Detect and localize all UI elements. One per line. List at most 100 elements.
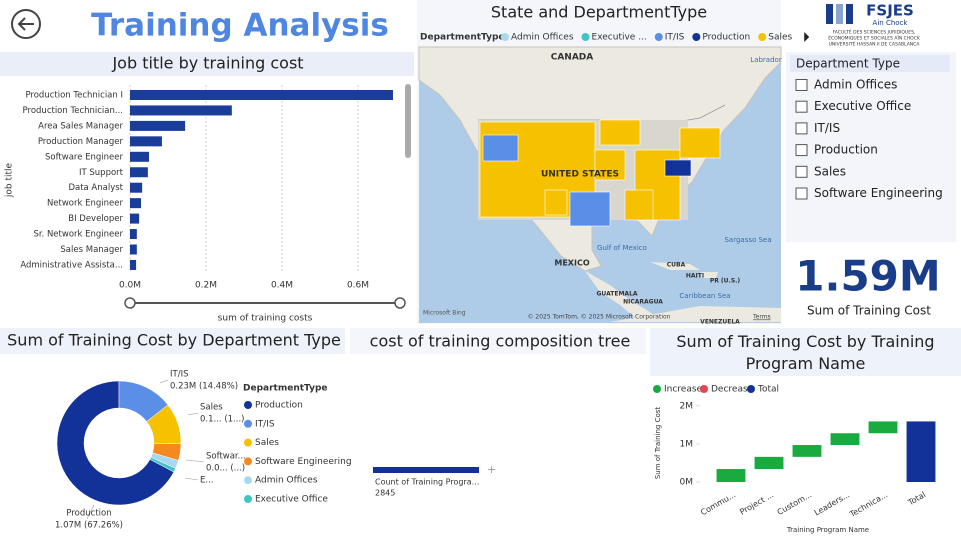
map-label: CANADA bbox=[551, 53, 594, 63]
checkbox[interactable] bbox=[795, 144, 808, 157]
legend-label[interactable]: IT/IS bbox=[665, 33, 685, 43]
bar[interactable] bbox=[130, 244, 137, 255]
back-button[interactable] bbox=[11, 9, 41, 39]
legend-label[interactable]: IT/IS bbox=[255, 419, 275, 429]
back-arrow[interactable] bbox=[17, 17, 34, 31]
legend-title: DepartmentType bbox=[243, 384, 328, 394]
legend-marker[interactable] bbox=[244, 495, 252, 503]
legend-marker[interactable] bbox=[700, 385, 708, 393]
bar[interactable] bbox=[130, 198, 142, 209]
bar[interactable] bbox=[130, 90, 393, 100]
waterfall-bar[interactable] bbox=[716, 469, 746, 482]
logo-campus: Ain Chock bbox=[873, 19, 909, 27]
legend-label[interactable]: Sales bbox=[768, 33, 792, 43]
legend-marker[interactable] bbox=[244, 401, 252, 409]
map-state[interactable] bbox=[624, 189, 654, 221]
donut-slice[interactable] bbox=[149, 456, 176, 473]
legend-marker[interactable] bbox=[581, 33, 590, 41]
legend-label[interactable]: Production bbox=[255, 401, 303, 411]
legend-marker[interactable] bbox=[244, 438, 252, 447]
legend-label[interactable]: Admin Offices bbox=[511, 33, 574, 43]
legend-label[interactable]: Executive Office bbox=[255, 495, 328, 505]
slicer-item[interactable]: Production bbox=[814, 143, 878, 157]
logo-name: FSJES bbox=[866, 2, 914, 20]
map-brand: Microsoft Bing bbox=[423, 310, 466, 317]
slicer-panel bbox=[786, 52, 956, 242]
legend-label[interactable]: Sales bbox=[255, 438, 279, 448]
chart-title: Sum of Training Cost by Department Type bbox=[7, 331, 341, 350]
slicer-item[interactable]: Software Engineering bbox=[814, 186, 943, 200]
legend-marker[interactable] bbox=[244, 419, 252, 428]
waterfall-bar[interactable] bbox=[868, 421, 898, 434]
tree-node-bar[interactable] bbox=[373, 467, 479, 473]
checkbox[interactable] bbox=[795, 79, 808, 91]
legend-label[interactable]: Production bbox=[702, 33, 750, 43]
legend-label[interactable]: Total bbox=[757, 385, 779, 395]
legend-marker[interactable] bbox=[758, 33, 767, 41]
leader-line bbox=[159, 379, 169, 384]
panel-header bbox=[650, 328, 961, 376]
legend-label[interactable]: Admin Offices bbox=[255, 476, 318, 486]
bar[interactable] bbox=[130, 182, 143, 193]
waterfall-bar[interactable] bbox=[792, 445, 822, 457]
waterfall-bar[interactable] bbox=[754, 456, 784, 470]
legend-next[interactable] bbox=[804, 32, 810, 42]
map-state[interactable] bbox=[664, 159, 692, 177]
tree-node-label: Count of Training Progra... bbox=[375, 478, 479, 487]
x-tick-label: Custom... bbox=[776, 490, 814, 517]
bar[interactable] bbox=[130, 167, 148, 178]
legend-label[interactable]: Executive ... bbox=[592, 33, 647, 43]
bar[interactable] bbox=[130, 136, 162, 147]
bar[interactable] bbox=[130, 213, 140, 224]
legend-marker[interactable] bbox=[692, 33, 701, 41]
bar[interactable] bbox=[130, 151, 149, 162]
bar[interactable] bbox=[130, 120, 186, 131]
slicer-item[interactable]: Admin Offices bbox=[814, 78, 897, 92]
map-state[interactable] bbox=[679, 127, 721, 159]
zoom-handle[interactable] bbox=[124, 297, 136, 309]
map-state[interactable] bbox=[482, 134, 519, 162]
zoom-handle[interactable] bbox=[394, 297, 406, 309]
map-attribution: © 2025 TomTom, © 2025 Microsoft Corporat… bbox=[528, 314, 671, 321]
tree-expand[interactable]: + bbox=[487, 463, 496, 476]
legend-marker[interactable] bbox=[501, 33, 509, 41]
back-circle[interactable] bbox=[11, 9, 41, 39]
checkbox[interactable] bbox=[795, 100, 808, 113]
checkbox[interactable] bbox=[795, 187, 808, 200]
map-label: HAITI bbox=[686, 273, 704, 280]
slicer-title: Department Type bbox=[796, 57, 900, 71]
scrollbar[interactable] bbox=[405, 84, 411, 158]
y-tick-label: Sr. Network Engineer bbox=[33, 230, 123, 240]
map-state[interactable] bbox=[544, 189, 568, 216]
panel-header bbox=[350, 328, 646, 354]
checkbox[interactable] bbox=[795, 122, 808, 135]
legend-marker[interactable] bbox=[653, 385, 661, 393]
legend-label[interactable]: Software Engineering bbox=[255, 457, 352, 467]
data-label-name: Production bbox=[66, 509, 111, 519]
map-label: CUBA bbox=[667, 262, 686, 269]
legend-label[interactable]: Increase bbox=[664, 385, 703, 395]
data-label-name: IT/IS bbox=[170, 370, 188, 380]
y-tick-label: Production Technician... bbox=[23, 106, 123, 116]
map-label: VENEZUELA bbox=[700, 319, 740, 326]
map-state[interactable] bbox=[599, 119, 641, 146]
legend-marker[interactable] bbox=[244, 457, 252, 466]
slicer-item[interactable]: Executive Office bbox=[814, 99, 911, 113]
donut-slice[interactable] bbox=[56, 380, 175, 506]
slicer-item[interactable]: Sales bbox=[814, 164, 846, 178]
map-state[interactable] bbox=[569, 191, 611, 227]
map-terms[interactable]: Terms bbox=[752, 314, 771, 321]
waterfall-bar[interactable] bbox=[830, 433, 860, 446]
bar[interactable] bbox=[130, 259, 137, 270]
legend-label[interactable]: Decrease bbox=[711, 385, 754, 395]
slicer-item[interactable]: IT/IS bbox=[814, 121, 840, 135]
waterfall-bar[interactable] bbox=[906, 421, 936, 482]
bar[interactable] bbox=[130, 105, 232, 116]
map-state[interactable] bbox=[594, 149, 626, 181]
bar[interactable] bbox=[130, 229, 137, 240]
legend-marker[interactable] bbox=[747, 385, 755, 393]
legend-marker[interactable] bbox=[244, 476, 252, 485]
checkbox[interactable] bbox=[795, 165, 808, 178]
x-tick-label: 0.6M bbox=[347, 281, 369, 291]
legend-marker[interactable] bbox=[654, 33, 663, 41]
